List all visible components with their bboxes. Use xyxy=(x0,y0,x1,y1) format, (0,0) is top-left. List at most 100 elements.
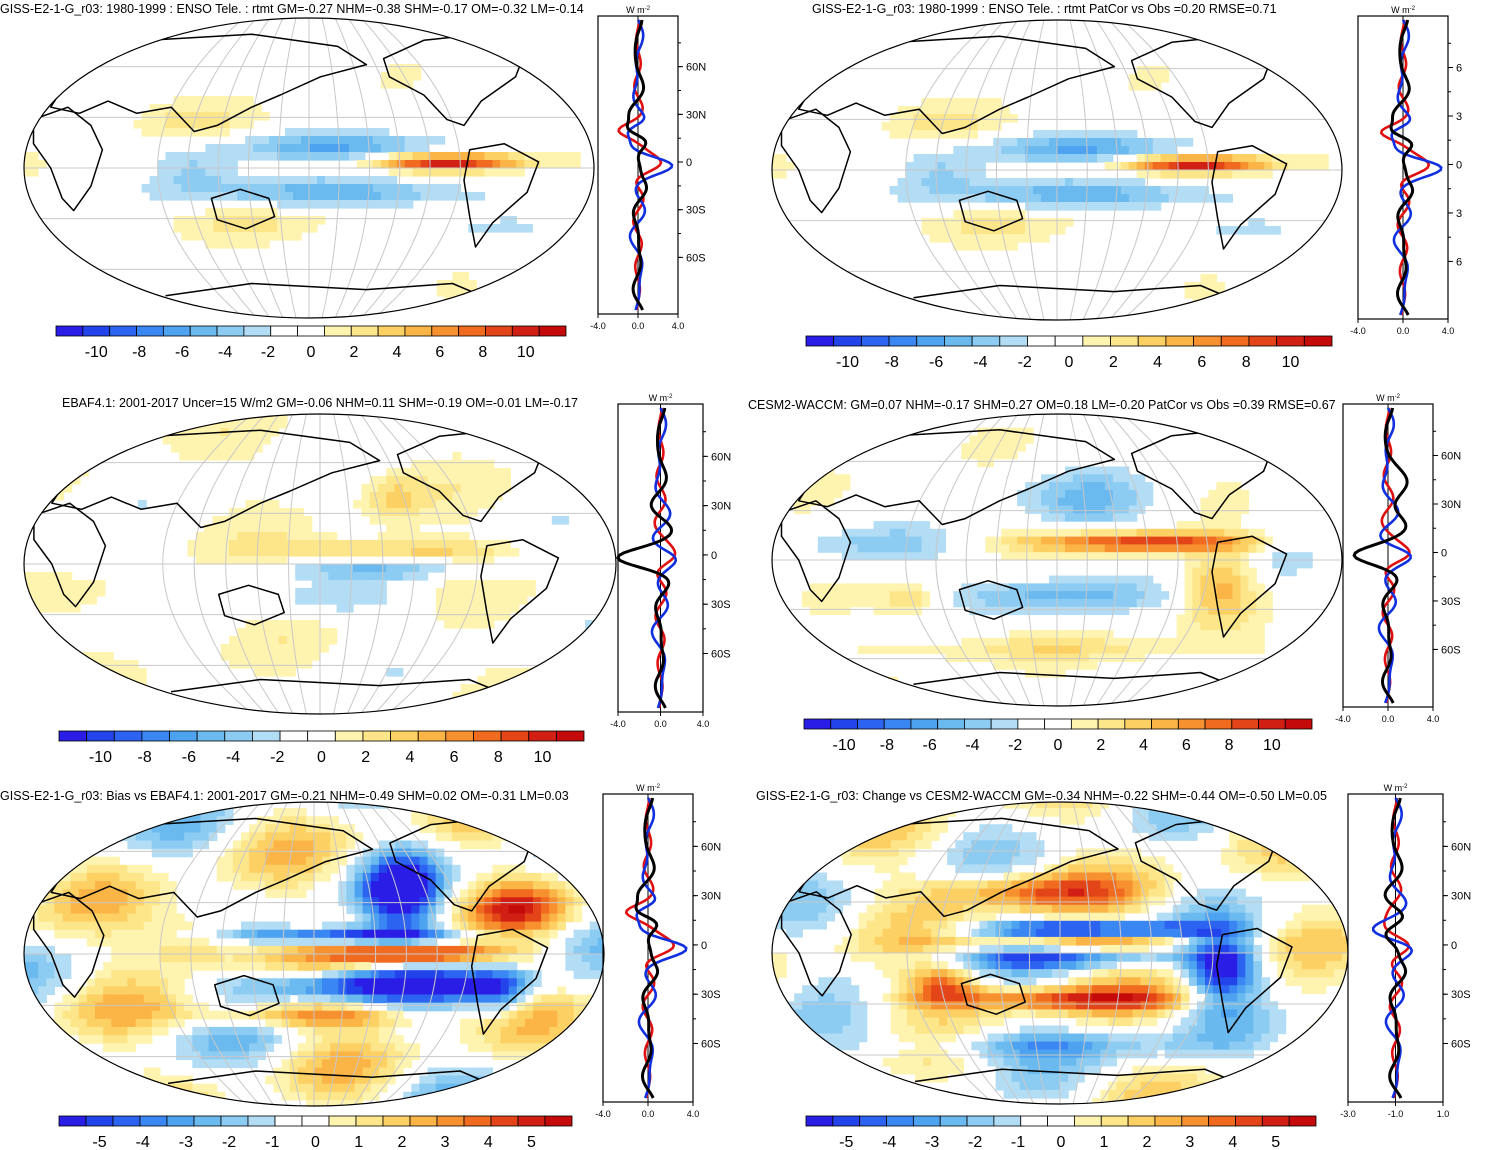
colorbar-swatch xyxy=(1020,1115,1048,1127)
colorbar-swatch xyxy=(216,325,245,337)
colorbar-tick-label: -10 xyxy=(89,749,112,766)
colorbar-swatch xyxy=(833,335,862,347)
colorbar-swatch xyxy=(857,718,885,730)
colorbar-tick-label: -8 xyxy=(132,344,146,361)
colorbar-swatch xyxy=(1047,1115,1075,1127)
panel-5-map xyxy=(23,801,605,1107)
colorbar-swatch xyxy=(1235,1115,1263,1127)
colorbar-swatch xyxy=(964,718,992,730)
colorbar-swatch xyxy=(485,325,513,337)
x-tick-label: 0.0 xyxy=(642,1109,655,1119)
colorbar-tick-label: 10 xyxy=(1282,354,1300,371)
lat-tick-label: 0 xyxy=(686,157,692,169)
colorbar-swatch xyxy=(937,718,965,730)
colorbar-tick-label: 4 xyxy=(1153,354,1162,371)
profile-unit: W m-2 xyxy=(1391,5,1415,15)
colorbar-swatch xyxy=(1124,718,1152,730)
colorbar-swatch xyxy=(805,1115,834,1127)
colorbar-swatch xyxy=(382,1115,411,1127)
colorbar-swatch xyxy=(1074,1115,1102,1127)
lat-tick-label: 60N xyxy=(701,841,721,853)
colorbar-swatch xyxy=(169,730,198,742)
colorbar-tick-label: 4 xyxy=(484,1134,493,1150)
lat-tick-label: 60N xyxy=(686,62,706,74)
lat-tick-label: 0 xyxy=(1451,940,1457,952)
colorbar-swatch xyxy=(1303,335,1333,347)
colorbar-tick-label: -10 xyxy=(833,737,856,754)
profile-series-line xyxy=(1382,797,1411,1099)
colorbar-swatch xyxy=(297,325,325,337)
colorbar-swatch xyxy=(803,718,832,730)
profile-unit: W m-2 xyxy=(1384,783,1408,793)
colorbar-swatch xyxy=(362,730,391,742)
colorbar-swatch xyxy=(328,1115,357,1127)
colorbar-tick-label: -2 xyxy=(222,1134,236,1150)
lat-tick-label: 3 xyxy=(1456,111,1462,123)
lat-tick-label: 60S xyxy=(1451,1038,1471,1050)
panel-4-title: CESM2-WACCM: GM=0.07 NHM=-0.17 SHM=0.27 … xyxy=(748,398,1336,412)
colorbar-swatch xyxy=(307,730,336,742)
colorbar-tick-label: -8 xyxy=(138,749,152,766)
colorbar-tick-label: -2 xyxy=(261,344,275,361)
colorbar-swatch xyxy=(458,325,486,337)
colorbar-swatch xyxy=(1261,1115,1290,1127)
colorbar-tick-label: 1 xyxy=(354,1134,363,1150)
colorbar-tick-label: 8 xyxy=(1242,354,1251,371)
panel-1-zonal-profile: W m-2 60N 30N 0 30S 60S -4.0 0.0 4.0 xyxy=(590,5,706,331)
colorbar-swatch xyxy=(860,335,890,347)
colorbar-tick-label: -1 xyxy=(265,1134,279,1150)
lat-tick-label: 30S xyxy=(1441,596,1461,608)
lat-tick-label: 30S xyxy=(686,205,706,217)
colorbar-tick-label: 10 xyxy=(534,749,552,766)
colorbar-swatch xyxy=(270,325,298,337)
colorbar-swatch xyxy=(832,1115,861,1127)
profile-series-line xyxy=(653,407,677,709)
colorbar-swatch xyxy=(916,335,945,347)
colorbar-tick-label: 3 xyxy=(1185,1134,1194,1150)
colorbar-swatch xyxy=(517,1115,546,1127)
colorbar-tick-label: 2 xyxy=(349,344,358,361)
colorbar-swatch xyxy=(1165,335,1194,347)
colorbar-swatch xyxy=(58,730,88,742)
lat-tick-label: 60S xyxy=(701,1038,721,1050)
profile-series-line xyxy=(634,797,660,1099)
x-tick-label: -4.0 xyxy=(595,1109,611,1119)
x-tick-label: 0.0 xyxy=(1397,326,1410,336)
colorbar-swatch xyxy=(404,325,433,337)
colorbar-swatch xyxy=(55,325,84,337)
colorbar-tick-label: -10 xyxy=(85,344,108,361)
colorbar-swatch xyxy=(109,325,137,337)
lat-tick-label: 3 xyxy=(1456,208,1462,220)
colorbar-swatch xyxy=(1276,335,1305,347)
lat-tick-label: 30N xyxy=(701,891,721,903)
colorbar-swatch xyxy=(1097,718,1126,730)
lat-tick-label: 30N xyxy=(1451,891,1471,903)
colorbar-swatch xyxy=(528,730,557,742)
colorbar-swatch xyxy=(431,325,460,337)
colorbar-tick-label: 4 xyxy=(392,344,401,361)
x-tick-label: -4.0 xyxy=(1335,714,1351,724)
profile-unit: W m-2 xyxy=(626,5,650,15)
panel-5-title: GISS-E2-1-G_r03: Bias vs EBAF4.1: 2001-2… xyxy=(0,789,569,803)
colorbar-swatch xyxy=(417,730,447,742)
lat-tick-label: 0 xyxy=(701,940,707,952)
panel-2-zonal-profile: W m-2 6 3 0 3 6 -4.0 0.0 4.0 xyxy=(1350,5,1462,336)
colorbar-tick-label: 0 xyxy=(307,344,316,361)
colorbar-tick-label: 2 xyxy=(1142,1134,1151,1150)
panel-3-title: EBAF4.1: 2001-2017 Uncer=15 W/m2 GM=-0.0… xyxy=(62,396,578,410)
colorbar-swatch xyxy=(1288,1115,1317,1127)
panel-6-zonal-profile: W m-2 60N 30N 0 30S 60S -3.0 -1.0 1.0 xyxy=(1340,783,1471,1119)
panel-3-colorbar: -10 -8 -6 -4 -2 0 2 4 6 8 10 xyxy=(58,730,585,766)
colorbar-swatch xyxy=(1177,718,1206,730)
colorbar-tick-label: 2 xyxy=(1096,737,1105,754)
colorbar-tick-label: 5 xyxy=(1271,1134,1280,1150)
colorbar-swatch xyxy=(58,1115,87,1127)
colorbar-tick-label: 6 xyxy=(450,749,459,766)
profile-series-line xyxy=(1389,19,1415,316)
colorbar-swatch xyxy=(86,730,115,742)
colorbar-swatch xyxy=(463,1115,492,1127)
colorbar-tick-label: 8 xyxy=(494,749,503,766)
panel-2-map xyxy=(771,19,1343,321)
lat-tick-label: 60N xyxy=(1451,841,1471,853)
colorbar-swatch xyxy=(166,1115,195,1127)
